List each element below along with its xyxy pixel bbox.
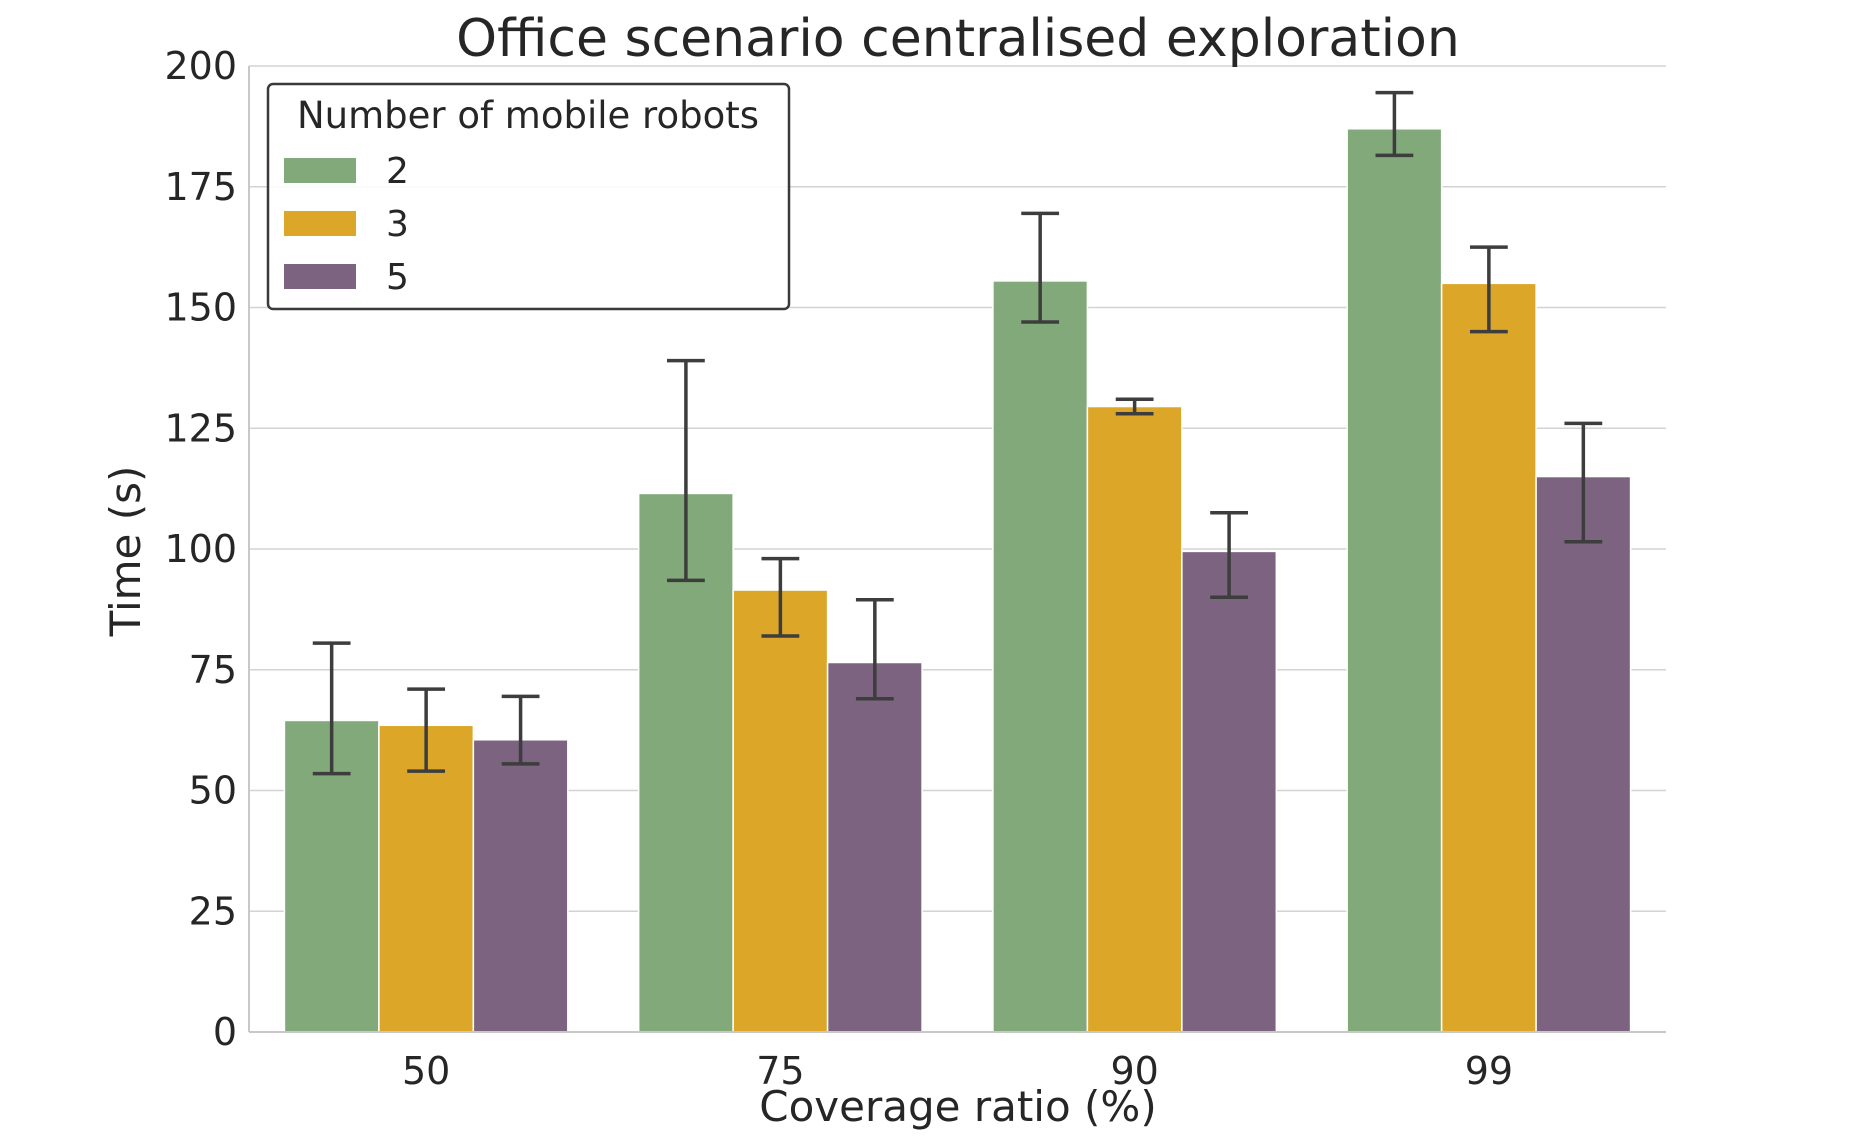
error-bars: [312, 90, 1603, 776]
x-tick-labels: 50 75 90 99: [402, 1049, 1513, 1093]
error-bar-series-3-cat-90: [1115, 397, 1154, 416]
bar-series-3-cat-99: [1440, 282, 1537, 1033]
error-bar-series-2-cat-50: [312, 641, 351, 776]
legend-frame: [266, 82, 791, 311]
legend-label-3: 3: [386, 204, 409, 245]
chart-title: Office scenario centralised exploration: [456, 9, 1460, 69]
x-axis-label: Coverage ratio (%): [759, 1082, 1156, 1131]
legend-label-2: 2: [386, 151, 409, 192]
y-tick-label: 175: [164, 165, 237, 209]
y-tick-label: 25: [189, 889, 237, 933]
x-tick-label: 99: [1465, 1049, 1513, 1093]
bar-series-2-cat-99: [1346, 128, 1443, 1033]
bar-series-2-cat-90: [992, 280, 1089, 1033]
legend-swatch-2: [284, 158, 356, 183]
legend: Number of mobile robots 2 3 5: [266, 82, 791, 311]
bars: [283, 128, 1632, 1033]
y-tick-labels: 0 25 50 75 100 125 150 175 200: [164, 44, 237, 1054]
y-tick-label: 200: [164, 44, 237, 88]
y-tick-label: 150: [164, 286, 237, 330]
error-bar-series-5-cat-50: [501, 694, 540, 766]
legend-swatch-5: [284, 264, 356, 289]
y-tick-label: 50: [189, 769, 237, 813]
error-bar-series-3-cat-99: [1469, 245, 1508, 334]
y-tick-label: 125: [164, 406, 237, 450]
legend-title: Number of mobile robots: [297, 94, 759, 137]
bar-series-5-cat-75: [826, 661, 923, 1033]
legend-label-5: 5: [386, 257, 409, 298]
bar-series-5-cat-99: [1535, 475, 1632, 1033]
error-bar-series-2-cat-99: [1375, 90, 1414, 158]
error-bar-series-2-cat-90: [1021, 211, 1060, 324]
error-bar-series-3-cat-75: [761, 556, 800, 638]
legend-entries: 2 3 5: [284, 151, 409, 298]
bar-series-3-cat-90: [1086, 405, 1183, 1033]
bar-series-5-cat-90: [1181, 550, 1278, 1033]
y-axis-label: Time (s): [101, 466, 150, 638]
error-bar-series-5-cat-99: [1564, 421, 1603, 544]
bar-series-5-cat-50: [472, 739, 569, 1033]
x-tick-label: 90: [1110, 1049, 1158, 1093]
x-tick-label: 50: [402, 1049, 450, 1093]
error-bar-series-2-cat-75: [667, 358, 705, 583]
error-bar-series-3-cat-50: [407, 687, 446, 773]
y-tick-label: 75: [189, 648, 237, 692]
y-tick-label: 0: [213, 1010, 237, 1054]
y-tick-label: 100: [164, 527, 237, 571]
x-tick-label: 75: [756, 1049, 804, 1093]
bar-series-3-cat-50: [378, 724, 475, 1033]
error-bar-series-5-cat-90: [1210, 511, 1248, 600]
error-bar-series-5-cat-75: [855, 597, 894, 701]
legend-swatch-3: [284, 211, 356, 236]
bar-series-3-cat-75: [732, 589, 829, 1033]
